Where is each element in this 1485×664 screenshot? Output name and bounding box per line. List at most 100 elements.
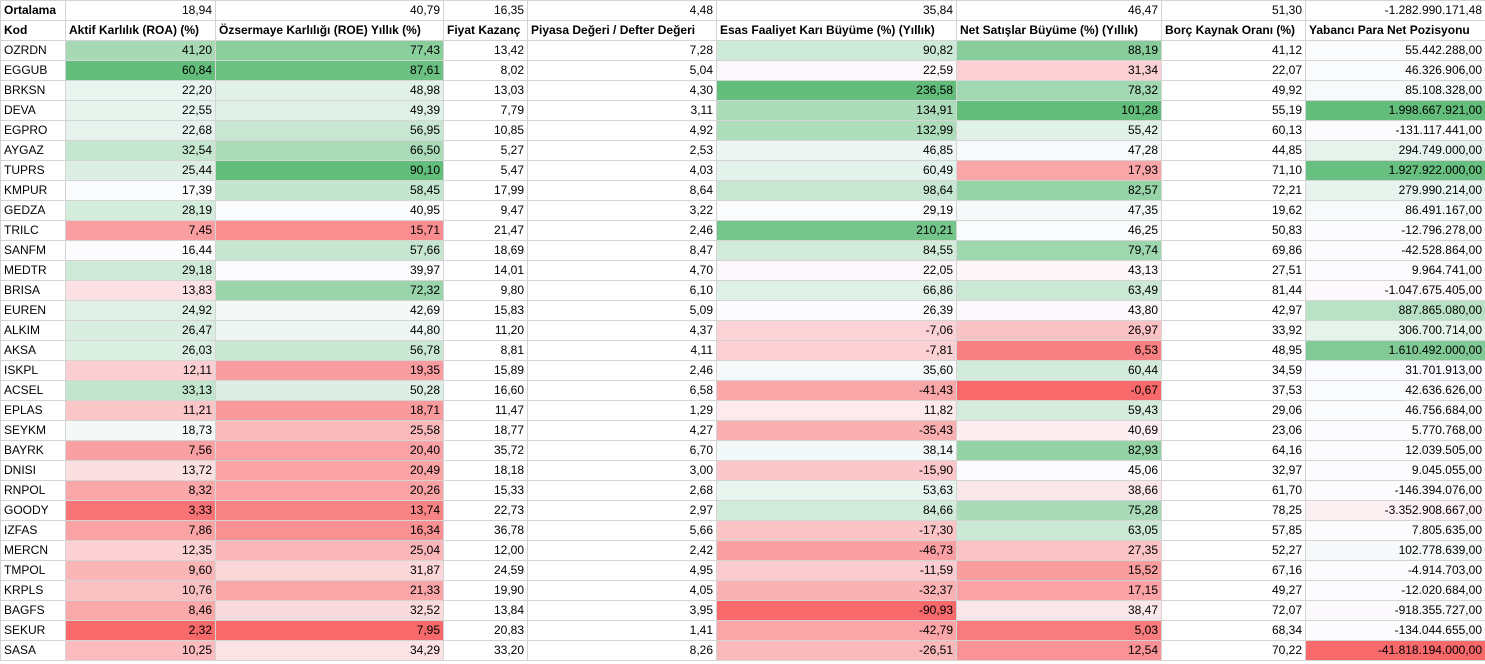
column-header[interactable]: Kod [0,20,66,41]
value-cell[interactable]: 20,26 [215,480,444,501]
value-cell[interactable]: 25,58 [215,420,444,441]
value-cell[interactable]: 15,52 [956,560,1162,581]
value-cell[interactable]: 82,93 [956,440,1162,461]
value-cell[interactable]: 7,86 [65,520,216,541]
value-cell[interactable]: 22,55 [65,100,216,121]
value-cell[interactable]: 31,87 [215,560,444,581]
value-cell[interactable]: 33,92 [1161,320,1306,341]
value-cell[interactable]: -17,30 [716,520,957,541]
value-cell[interactable]: 57,85 [1161,520,1306,541]
value-cell[interactable]: 20,83 [443,620,528,641]
value-cell[interactable]: 79,74 [956,240,1162,261]
value-cell[interactable]: 49,39 [215,100,444,121]
value-cell[interactable]: 56,95 [215,120,444,141]
value-cell[interactable]: 8,64 [527,180,717,201]
value-cell[interactable]: 86.491.167,00 [1305,200,1485,221]
value-cell[interactable]: 18,77 [443,420,528,441]
value-cell[interactable]: 3,33 [65,500,216,521]
value-cell[interactable]: 32,97 [1161,460,1306,481]
value-cell[interactable]: 2,53 [527,140,717,161]
value-cell[interactable]: 78,25 [1161,500,1306,521]
value-cell[interactable]: 21,47 [443,220,528,241]
value-cell[interactable]: 19,62 [1161,200,1306,221]
average-value-cell[interactable]: 4,48 [527,0,717,21]
value-cell[interactable]: 31,34 [956,60,1162,81]
value-cell[interactable]: 4,30 [527,80,717,101]
ticker-cell[interactable]: EGGUB [0,60,66,81]
value-cell[interactable]: 57,66 [215,240,444,261]
value-cell[interactable]: 72,07 [1161,600,1306,621]
value-cell[interactable]: 23,06 [1161,420,1306,441]
ticker-cell[interactable]: EUREN [0,300,66,321]
value-cell[interactable]: 25,44 [65,160,216,181]
value-cell[interactable]: 84,55 [716,240,957,261]
value-cell[interactable]: 60,44 [956,360,1162,381]
value-cell[interactable]: 45,06 [956,460,1162,481]
value-cell[interactable]: 98,64 [716,180,957,201]
value-cell[interactable]: 102.778.639,00 [1305,540,1485,561]
value-cell[interactable]: 9,80 [443,280,528,301]
value-cell[interactable]: 2,68 [527,480,717,501]
value-cell[interactable]: 56,78 [215,340,444,361]
value-cell[interactable]: 13,42 [443,40,528,61]
value-cell[interactable]: 4,70 [527,260,717,281]
value-cell[interactable]: 17,39 [65,180,216,201]
value-cell[interactable]: 6,58 [527,380,717,401]
value-cell[interactable]: 134,91 [716,100,957,121]
value-cell[interactable]: 63,49 [956,280,1162,301]
value-cell[interactable]: -146.394.076,00 [1305,480,1485,501]
value-cell[interactable]: 41,20 [65,40,216,61]
value-cell[interactable]: 34,59 [1161,360,1306,381]
average-value-cell[interactable]: 46,47 [956,0,1162,21]
value-cell[interactable]: 1.610.492.000,00 [1305,340,1485,361]
ticker-cell[interactable]: EPLAS [0,400,66,421]
value-cell[interactable]: 7,79 [443,100,528,121]
value-cell[interactable]: 47,35 [956,200,1162,221]
value-cell[interactable]: 29,19 [716,200,957,221]
value-cell[interactable]: 6,10 [527,280,717,301]
column-header[interactable]: Yabancı Para Net Pozisyonu [1305,20,1485,41]
value-cell[interactable]: 10,85 [443,120,528,141]
value-cell[interactable]: 48,98 [215,80,444,101]
value-cell[interactable]: 16,44 [65,240,216,261]
value-cell[interactable]: 22,59 [716,60,957,81]
value-cell[interactable]: 46,85 [716,140,957,161]
value-cell[interactable]: 2,46 [527,220,717,241]
value-cell[interactable]: 82,57 [956,180,1162,201]
value-cell[interactable]: 11,47 [443,400,528,421]
value-cell[interactable]: 20,49 [215,460,444,481]
value-cell[interactable]: 14,01 [443,260,528,281]
value-cell[interactable]: 53,63 [716,480,957,501]
value-cell[interactable]: 16,60 [443,380,528,401]
value-cell[interactable]: 1.927.922.000,00 [1305,160,1485,181]
value-cell[interactable]: 12,54 [956,640,1162,661]
value-cell[interactable]: 1,41 [527,620,717,641]
value-cell[interactable]: 3,22 [527,200,717,221]
value-cell[interactable]: 35,60 [716,360,957,381]
value-cell[interactable]: 72,32 [215,280,444,301]
value-cell[interactable]: 8,26 [527,640,717,661]
ticker-cell[interactable]: TUPRS [0,160,66,181]
value-cell[interactable]: 2,42 [527,540,717,561]
value-cell[interactable]: 42.636.626,00 [1305,380,1485,401]
average-value-cell[interactable]: 40,79 [215,0,444,21]
value-cell[interactable]: 35,72 [443,440,528,461]
value-cell[interactable]: 90,10 [215,160,444,181]
value-cell[interactable]: -12.796.278,00 [1305,220,1485,241]
value-cell[interactable]: 9,60 [65,560,216,581]
value-cell[interactable]: -15,90 [716,460,957,481]
value-cell[interactable]: 46,25 [956,220,1162,241]
value-cell[interactable]: 67,16 [1161,560,1306,581]
value-cell[interactable]: 294.749.000,00 [1305,140,1485,161]
ticker-cell[interactable]: SASA [0,640,66,661]
value-cell[interactable]: 1,29 [527,400,717,421]
value-cell[interactable]: 27,51 [1161,260,1306,281]
value-cell[interactable]: 52,27 [1161,540,1306,561]
value-cell[interactable]: 5,03 [956,620,1162,641]
value-cell[interactable]: 40,95 [215,200,444,221]
value-cell[interactable]: 25,04 [215,540,444,561]
value-cell[interactable]: 15,89 [443,360,528,381]
value-cell[interactable]: 61,70 [1161,480,1306,501]
value-cell[interactable]: 7.805.635,00 [1305,520,1485,541]
value-cell[interactable]: 55,19 [1161,100,1306,121]
